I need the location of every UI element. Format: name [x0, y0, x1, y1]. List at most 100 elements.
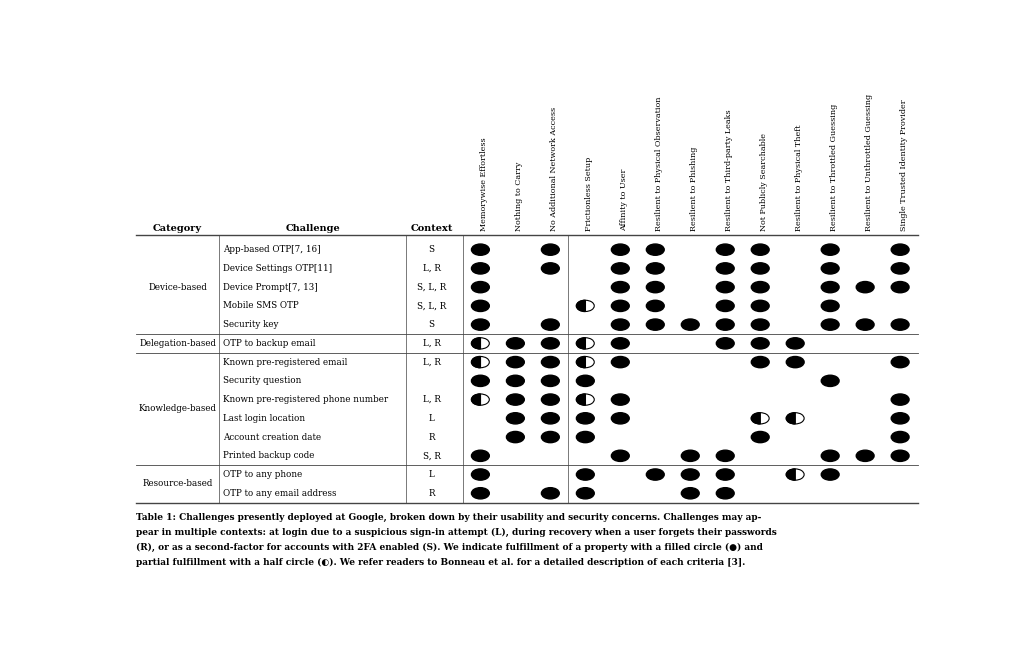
- Text: Memorywise Effortless: Memorywise Effortless: [480, 138, 488, 231]
- Circle shape: [507, 432, 524, 443]
- Text: No Additional Network Access: No Additional Network Access: [550, 107, 558, 231]
- Text: OTP to backup email: OTP to backup email: [223, 339, 315, 348]
- Text: Resilient to Physical Observation: Resilient to Physical Observation: [655, 97, 664, 231]
- Text: Frictionless Setup: Frictionless Setup: [586, 157, 593, 231]
- Text: Device Settings OTP[11]: Device Settings OTP[11]: [223, 264, 333, 273]
- Circle shape: [507, 375, 524, 386]
- Circle shape: [471, 300, 489, 312]
- Text: S: S: [429, 245, 434, 254]
- Text: pear in multiple contexts: at login due to a suspicious sign-in attempt (L), dur: pear in multiple contexts: at login due …: [136, 528, 776, 537]
- Text: S, L, R: S, L, R: [417, 301, 446, 310]
- Circle shape: [611, 356, 629, 368]
- Circle shape: [542, 375, 559, 386]
- Circle shape: [717, 244, 734, 255]
- Text: Category: Category: [154, 224, 202, 233]
- Text: Known pre-registered phone number: Known pre-registered phone number: [223, 395, 388, 404]
- Text: Known pre-registered email: Known pre-registered email: [223, 358, 347, 367]
- Circle shape: [681, 469, 699, 480]
- Circle shape: [681, 319, 699, 330]
- Circle shape: [856, 319, 874, 330]
- Text: OTP to any phone: OTP to any phone: [223, 470, 302, 479]
- Text: Table 1: Challenges presently deployed at Google, broken down by their usability: Table 1: Challenges presently deployed a…: [136, 513, 761, 522]
- Circle shape: [856, 450, 874, 461]
- Circle shape: [471, 244, 489, 255]
- Circle shape: [821, 319, 839, 330]
- Circle shape: [577, 375, 594, 386]
- Circle shape: [542, 413, 559, 424]
- Circle shape: [752, 337, 769, 349]
- Text: R: R: [428, 489, 435, 498]
- Text: Resilient to Unthrottled Guessing: Resilient to Unthrottled Guessing: [865, 94, 873, 231]
- Text: L, R: L, R: [423, 395, 440, 404]
- Text: Knowledge-based: Knowledge-based: [138, 404, 217, 413]
- Circle shape: [821, 450, 839, 461]
- Circle shape: [891, 263, 909, 274]
- Circle shape: [717, 319, 734, 330]
- Circle shape: [821, 263, 839, 274]
- Circle shape: [471, 487, 489, 499]
- Circle shape: [611, 300, 629, 312]
- Circle shape: [611, 413, 629, 424]
- Circle shape: [891, 319, 909, 330]
- Circle shape: [577, 469, 594, 480]
- Circle shape: [821, 469, 839, 480]
- Wedge shape: [577, 356, 586, 368]
- Circle shape: [471, 282, 489, 293]
- Circle shape: [681, 450, 699, 461]
- Text: L, R: L, R: [423, 339, 440, 348]
- Circle shape: [507, 394, 524, 405]
- Circle shape: [471, 469, 489, 480]
- Circle shape: [891, 282, 909, 293]
- Circle shape: [821, 300, 839, 312]
- Circle shape: [786, 356, 804, 368]
- Text: Mobile SMS OTP: Mobile SMS OTP: [223, 301, 299, 310]
- Text: Security question: Security question: [223, 376, 302, 386]
- Text: L: L: [429, 470, 434, 479]
- Circle shape: [786, 337, 804, 349]
- Text: Affinity to User: Affinity to User: [621, 169, 629, 231]
- Circle shape: [542, 394, 559, 405]
- Circle shape: [717, 487, 734, 499]
- Circle shape: [856, 282, 874, 293]
- Circle shape: [717, 337, 734, 349]
- Circle shape: [891, 244, 909, 255]
- Text: Printed backup code: Printed backup code: [223, 451, 314, 460]
- Circle shape: [752, 432, 769, 443]
- Circle shape: [752, 282, 769, 293]
- Wedge shape: [786, 469, 796, 480]
- Circle shape: [542, 263, 559, 274]
- Text: App-based OTP[7, 16]: App-based OTP[7, 16]: [223, 245, 321, 254]
- Circle shape: [611, 394, 629, 405]
- Text: (R), or as a second-factor for accounts with 2FA enabled (S). We indicate fulfil: (R), or as a second-factor for accounts …: [136, 543, 763, 552]
- Circle shape: [471, 319, 489, 330]
- Text: Single Trusted Identity Provider: Single Trusted Identity Provider: [900, 100, 908, 231]
- Circle shape: [646, 469, 665, 480]
- Circle shape: [891, 356, 909, 368]
- Circle shape: [611, 319, 629, 330]
- Text: Resilient to Throttled Guessing: Resilient to Throttled Guessing: [830, 104, 839, 231]
- Circle shape: [542, 356, 559, 368]
- Circle shape: [611, 263, 629, 274]
- Circle shape: [507, 337, 524, 349]
- Circle shape: [891, 432, 909, 443]
- Wedge shape: [471, 337, 480, 349]
- Text: Security key: Security key: [223, 320, 279, 329]
- Circle shape: [891, 450, 909, 461]
- Circle shape: [611, 337, 629, 349]
- Circle shape: [507, 356, 524, 368]
- Text: Last login location: Last login location: [223, 414, 305, 422]
- Circle shape: [577, 413, 594, 424]
- Circle shape: [646, 244, 665, 255]
- Circle shape: [821, 375, 839, 386]
- Circle shape: [646, 319, 665, 330]
- Circle shape: [717, 263, 734, 274]
- Text: R: R: [428, 433, 435, 441]
- Text: Resilient to Physical Theft: Resilient to Physical Theft: [796, 125, 803, 231]
- Text: Device-based: Device-based: [148, 283, 207, 291]
- Wedge shape: [577, 394, 586, 405]
- Circle shape: [752, 263, 769, 274]
- Circle shape: [752, 319, 769, 330]
- Circle shape: [752, 356, 769, 368]
- Text: S, R: S, R: [423, 451, 440, 460]
- Text: S, L, R: S, L, R: [417, 283, 446, 291]
